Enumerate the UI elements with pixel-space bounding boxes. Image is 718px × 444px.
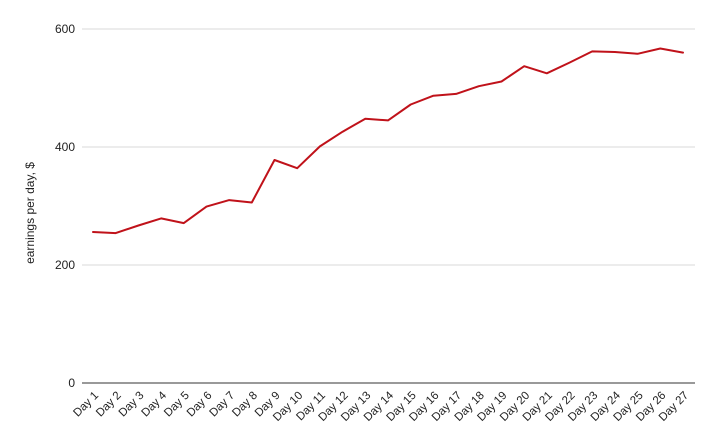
data-point	[113, 230, 119, 236]
data-point	[249, 199, 255, 205]
data-point	[544, 70, 550, 76]
y-tick-label: 0	[68, 376, 75, 390]
data-point	[272, 157, 278, 163]
y-axis-label: earnings per day, $	[23, 162, 37, 264]
data-point	[294, 165, 300, 171]
y-tick-label: 200	[55, 258, 75, 272]
data-point	[135, 222, 141, 228]
data-point	[408, 102, 414, 108]
x-tick-label: Day 3	[117, 390, 147, 420]
data-point	[203, 204, 209, 210]
data-point	[430, 93, 436, 99]
data-point	[521, 63, 527, 69]
series-layer	[90, 45, 686, 236]
data-point	[385, 117, 391, 123]
x-tick-label: Day 8	[230, 390, 260, 420]
gridlines	[82, 28, 695, 384]
x-tick-label: Day 2	[94, 390, 124, 420]
data-point	[498, 79, 504, 85]
data-point	[612, 49, 618, 55]
series-line	[92, 47, 684, 235]
data-point	[340, 129, 346, 135]
x-tick-label: Day 6	[185, 390, 215, 420]
data-point	[635, 51, 641, 57]
y-tick-label: 400	[55, 140, 75, 154]
data-point	[589, 48, 595, 54]
data-point	[680, 50, 686, 56]
data-point	[476, 83, 482, 89]
data-point	[317, 143, 323, 149]
x-tick-label: Day 5	[162, 390, 192, 420]
data-point	[181, 220, 187, 226]
data-point	[226, 197, 232, 203]
data-point	[90, 229, 96, 235]
x-tick-label: Day 7	[208, 390, 238, 420]
y-axis-ticks: 0 200 400 600	[55, 22, 75, 390]
data-point	[453, 91, 459, 97]
data-point	[158, 215, 164, 221]
data-point	[567, 60, 573, 66]
data-point	[657, 45, 663, 51]
data-point	[362, 116, 368, 122]
y-tick-label: 600	[55, 22, 75, 36]
x-tick-label: Day 1	[71, 390, 101, 420]
